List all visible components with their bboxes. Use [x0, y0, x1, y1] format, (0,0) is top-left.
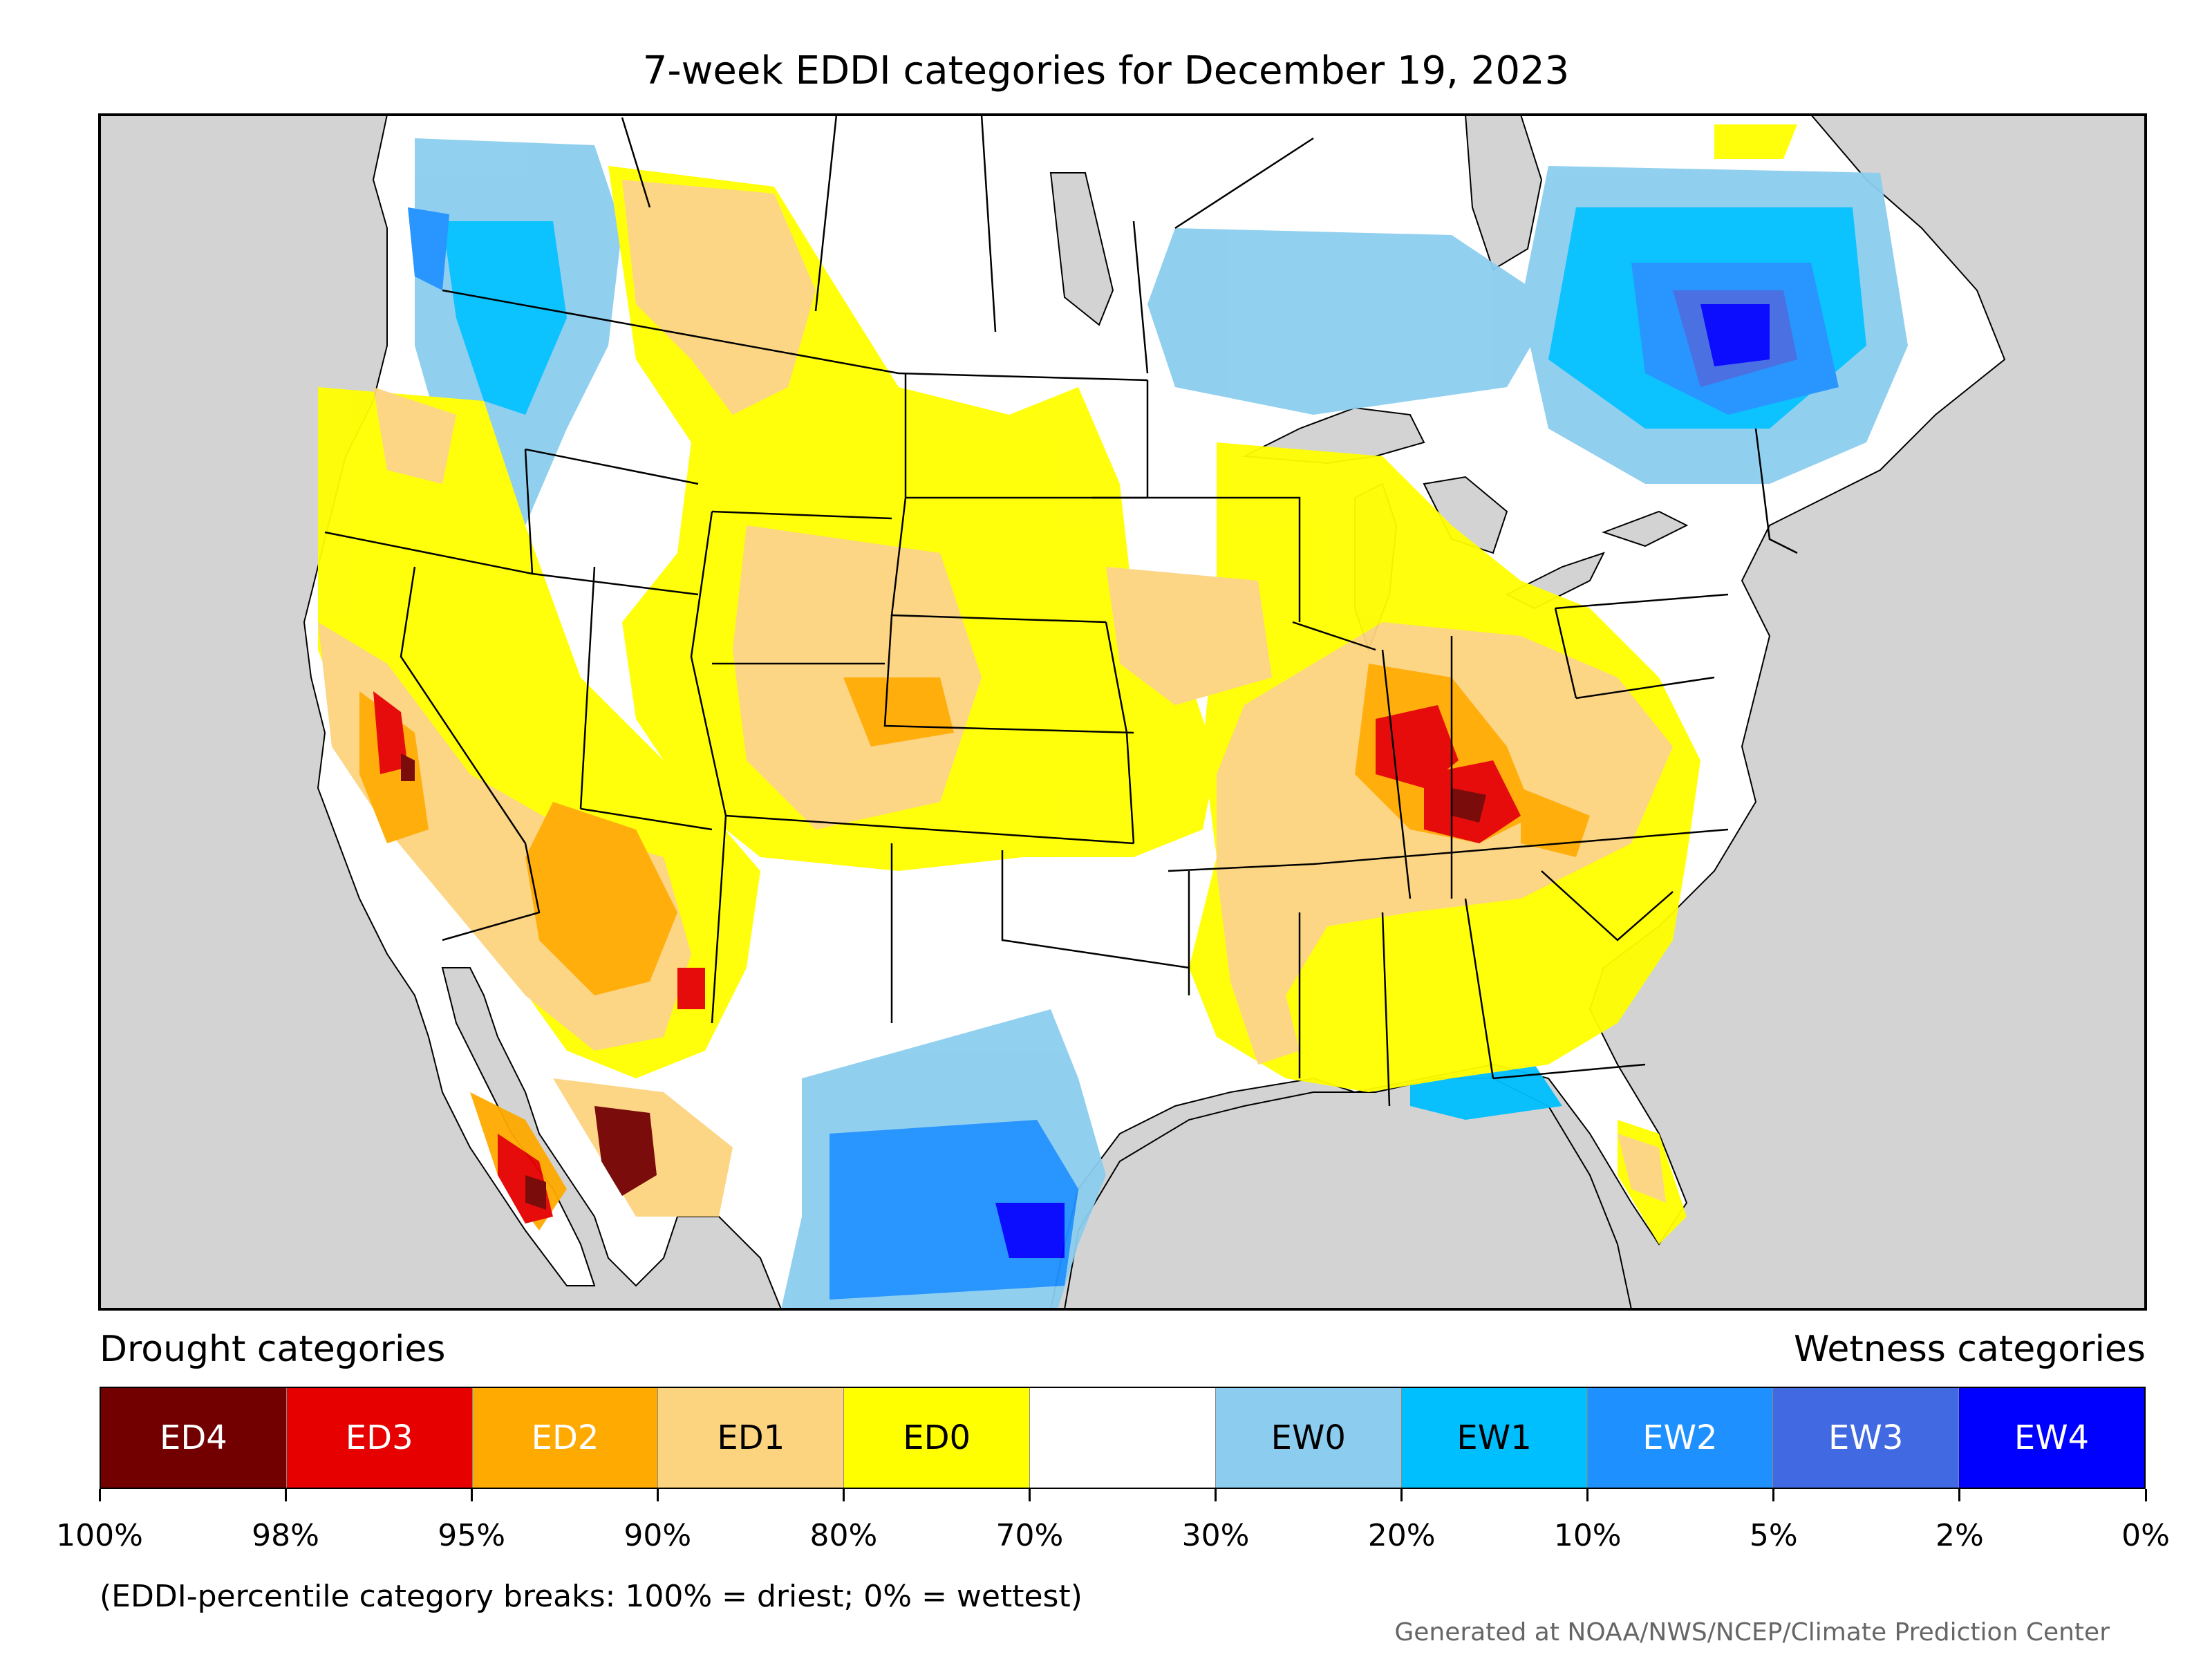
- canada-lakes: [1049, 115, 1543, 326]
- legend-category-ed1: ED1: [658, 1388, 845, 1488]
- legend-break-label: 70%: [995, 1518, 1064, 1553]
- legend-category-ed0: ED0: [844, 1388, 1031, 1488]
- legend-break-label: 0%: [2121, 1518, 2170, 1553]
- legend-note: (EDDI-percentile category breaks: 100% =…: [100, 1579, 1082, 1614]
- legend-category-ew4: EW4: [1959, 1388, 2144, 1488]
- legend-category-neutral: [1030, 1388, 1216, 1488]
- legend-tick: [1772, 1489, 1775, 1501]
- legend-category-ed3: ED3: [286, 1388, 473, 1488]
- legend-category-ed4: ED4: [101, 1388, 287, 1488]
- legend-tick: [1958, 1489, 1961, 1501]
- legend-break-label: 98%: [252, 1518, 319, 1553]
- legend-category-ew2: EW2: [1587, 1388, 1774, 1488]
- legend-tick: [1028, 1489, 1031, 1501]
- state-boundaries: [324, 115, 1798, 1107]
- legend-category-ed2: ED2: [472, 1388, 659, 1488]
- legend-break-label: 80%: [809, 1518, 878, 1553]
- credit-text: Generated at NOAA/NWS/NCEP/Climate Predi…: [1394, 1618, 2110, 1647]
- legend-category-ew0: EW0: [1215, 1388, 1402, 1488]
- legend-category-ew1: EW1: [1401, 1388, 1588, 1488]
- legend-tick: [1215, 1489, 1217, 1501]
- legend-tick: [2144, 1489, 2147, 1501]
- legend-break-label: 30%: [1181, 1518, 1250, 1553]
- wetness-heading: Wetness categories: [1794, 1329, 2146, 1370]
- legend-tick: [284, 1489, 287, 1501]
- legend-tick: [1400, 1489, 1403, 1501]
- legend-tick: [1586, 1489, 1589, 1501]
- legend-break-label: 2%: [1936, 1518, 1984, 1553]
- legend-colorbar: ED4 ED3 ED2 ED1 ED0 EW0 EW1 EW2 EW3 EW4: [100, 1387, 2146, 1489]
- map-frame: [98, 113, 2147, 1311]
- legend-break-label: 5%: [1749, 1518, 1798, 1553]
- drought-heading: Drought categories: [100, 1329, 446, 1370]
- legend-break-label: 100%: [56, 1518, 143, 1553]
- legend-tick: [656, 1489, 659, 1501]
- legend-break-label: 20%: [1367, 1518, 1436, 1553]
- legend-tick: [470, 1489, 473, 1501]
- eddi-category-patches: [318, 124, 1908, 1309]
- legend-break-label: 10%: [1553, 1518, 1622, 1553]
- legend-category-ew3: EW3: [1773, 1388, 1960, 1488]
- legend-tick: [98, 1489, 101, 1501]
- legend-tick: [842, 1489, 845, 1501]
- legend-break-label: 95%: [438, 1518, 506, 1553]
- map-title: 7-week EDDI categories for December 19, …: [642, 48, 1570, 93]
- legend-break-label: 90%: [624, 1518, 692, 1553]
